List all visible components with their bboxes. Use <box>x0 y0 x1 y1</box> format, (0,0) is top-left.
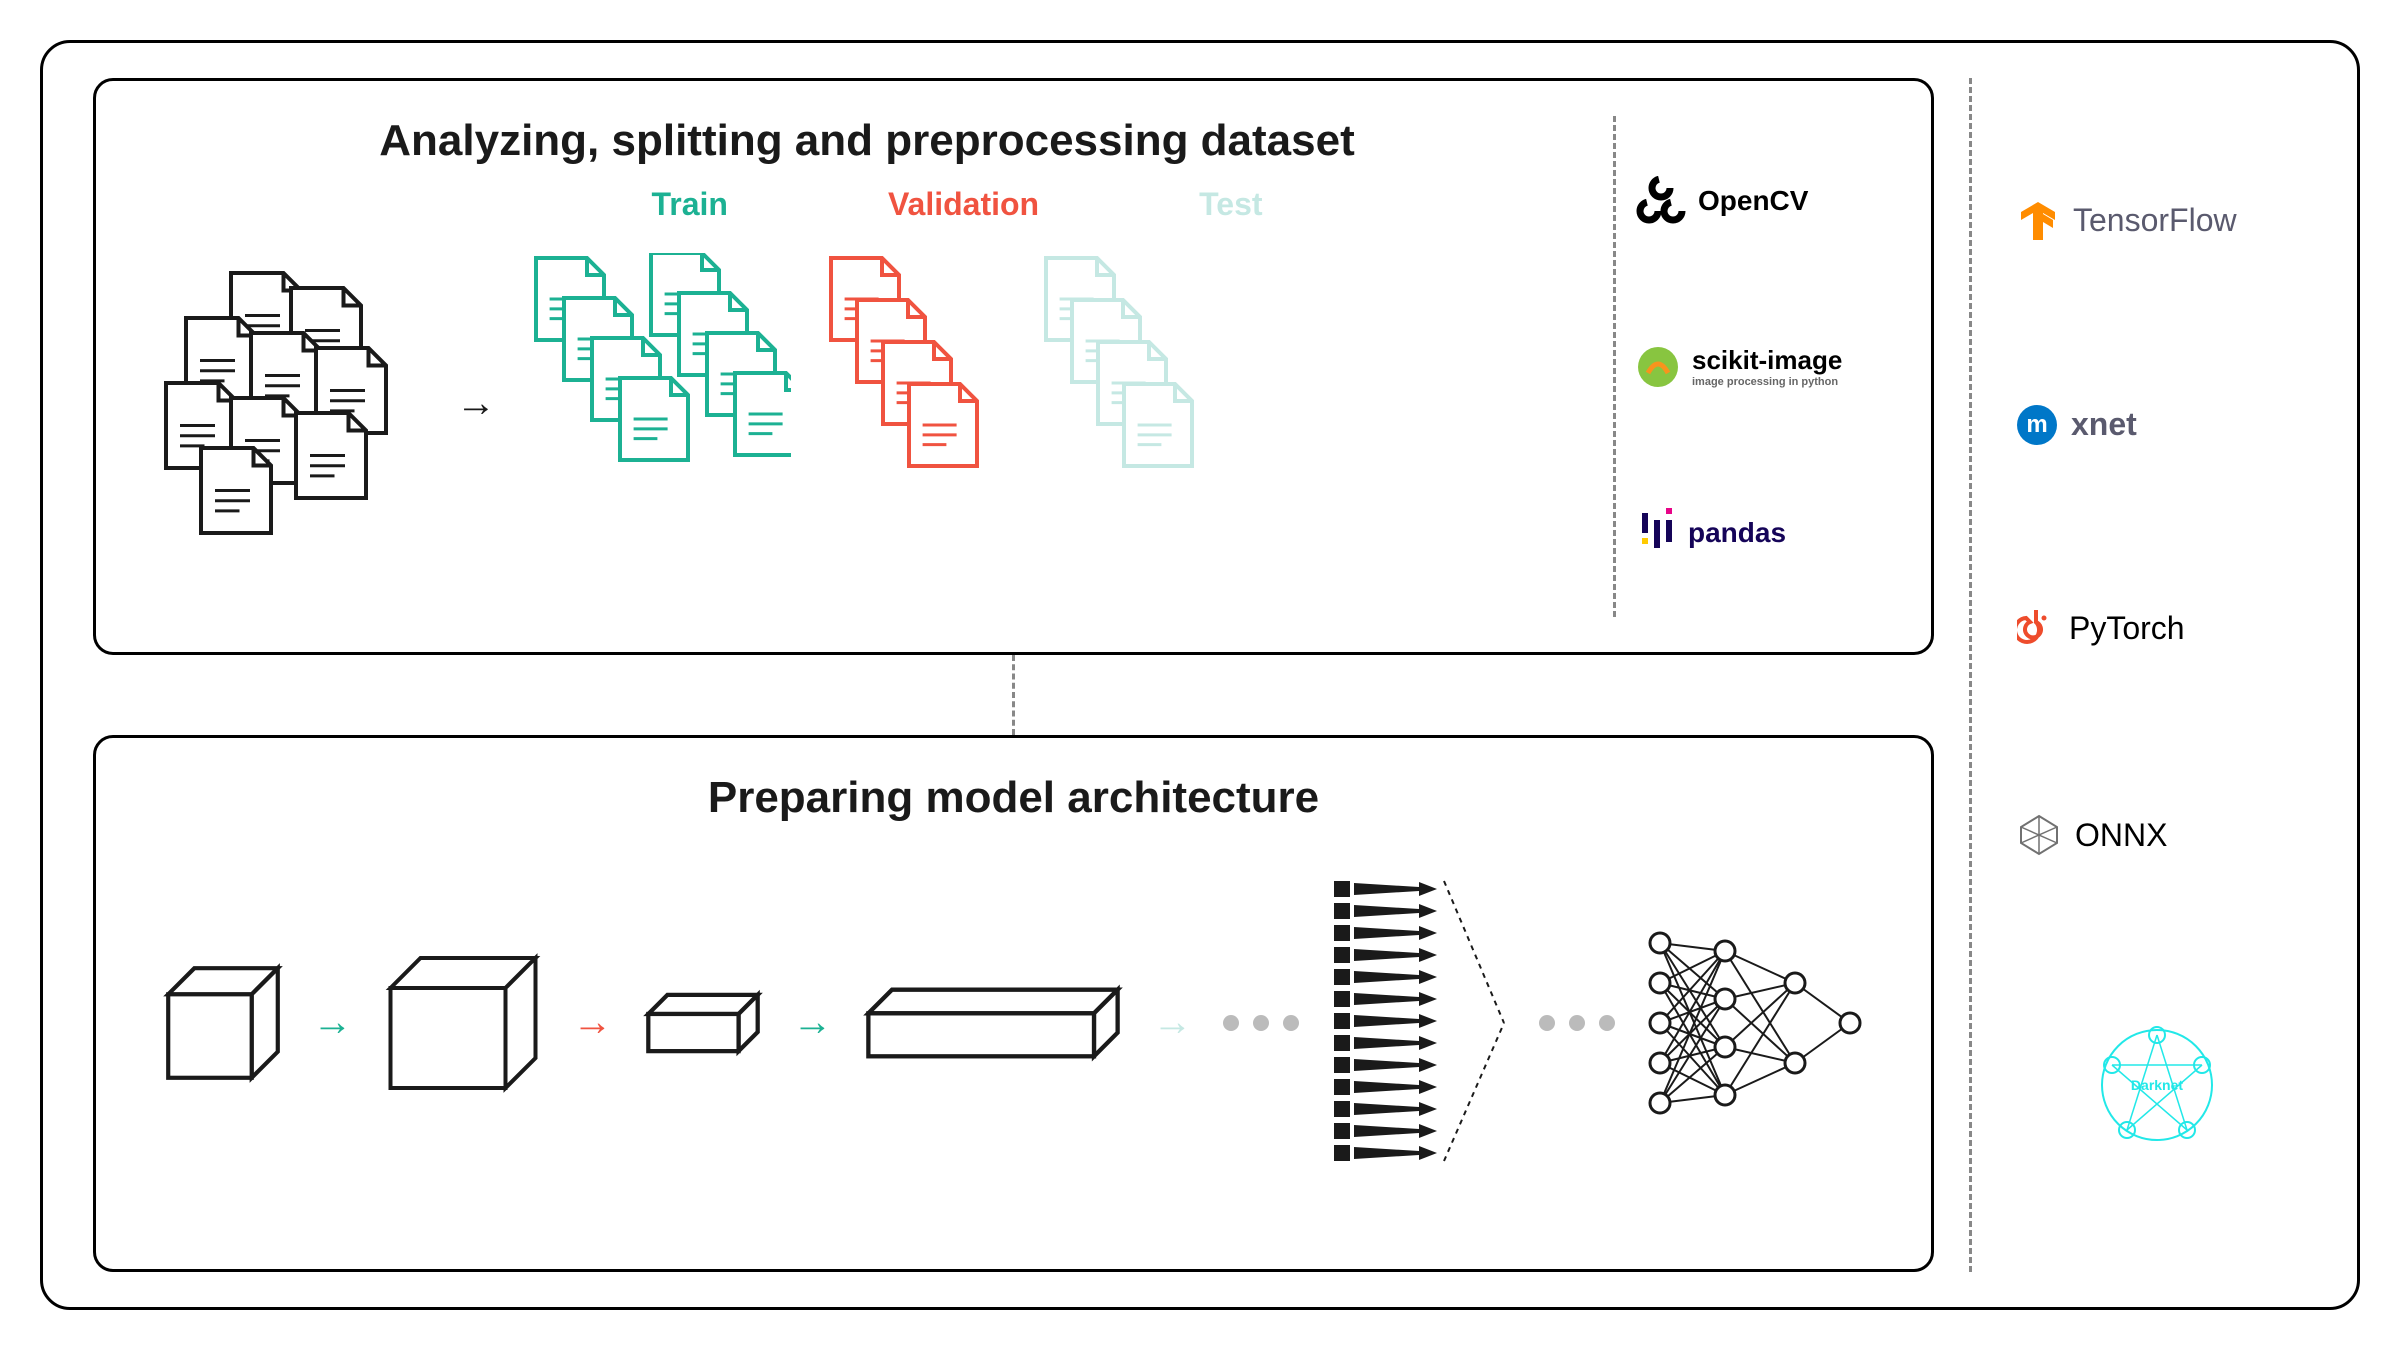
tensorflow-icon <box>2017 200 2059 242</box>
framework-onnx: ONNX <box>2017 813 2297 857</box>
tool-opencv-label: OpenCV <box>1698 185 1808 217</box>
framework-tensorflow: TensorFlow <box>2017 200 2297 242</box>
connector-dashed <box>1012 655 1015 735</box>
arrow-arch-2: → <box>573 1000 613 1045</box>
frameworks-list: TensorFlow m xnet PyTorch ONNX <box>2007 78 2307 1272</box>
tensor-cube-1-icon <box>163 963 283 1083</box>
framework-darknet: Darknet <box>2017 1020 2297 1150</box>
pandas-icon <box>1636 508 1676 558</box>
diagram-container: Analyzing, splitting and preprocessing d… <box>0 0 2400 1350</box>
arrow-arch-1: → <box>313 1000 353 1045</box>
label-validation: Validation <box>888 186 1039 223</box>
svg-text:Darknet: Darknet <box>2131 1077 2183 1093</box>
vertical-divider-frameworks <box>1969 78 1972 1272</box>
mxnet-badge-icon: m <box>2017 405 2057 445</box>
framework-pytorch: PyTorch <box>2017 608 2297 650</box>
framework-mxnet-label: xnet <box>2071 406 2137 443</box>
label-train: Train <box>651 186 727 223</box>
panel-preprocessing-content: Analyzing, splitting and preprocessing d… <box>141 116 1593 617</box>
pytorch-icon <box>2017 608 2055 650</box>
ellipsis-1 <box>1223 1015 1299 1031</box>
tool-skimage-subtitle: image processing in python <box>1692 376 1842 388</box>
dataset-flow-row: → <box>141 253 1593 553</box>
opencv-icon <box>1636 176 1686 226</box>
dense-layer-icon <box>1329 873 1509 1173</box>
darknet-icon: Darknet <box>2092 1020 2222 1150</box>
panel-architecture-title: Preparing model architecture <box>141 773 1886 823</box>
train-files-icon <box>531 253 791 553</box>
preprocessing-tools-list: OpenCV scikit-image image processing in … <box>1636 116 1886 617</box>
skimage-icon <box>1636 345 1680 389</box>
tool-pandas: pandas <box>1636 508 1886 558</box>
tool-skimage: scikit-image image processing in python <box>1636 345 1886 389</box>
architecture-flow-row: → → → → <box>141 873 1886 1173</box>
split-labels-row: Train Validation Test <box>321 186 1593 223</box>
arrow-arch-4: → <box>1153 1000 1193 1045</box>
framework-pytorch-label: PyTorch <box>2069 610 2185 647</box>
label-test: Test <box>1199 186 1262 223</box>
tensor-cube-2-icon <box>383 953 543 1093</box>
tool-opencv: OpenCV <box>1636 176 1886 226</box>
arrow-split: → <box>456 381 496 426</box>
onnx-icon <box>2017 813 2061 857</box>
vertical-divider-tools <box>1613 116 1616 617</box>
panel-architecture: Preparing model architecture → → → <box>93 735 1934 1272</box>
arrow-arch-3: → <box>793 1000 833 1045</box>
neural-net-icon <box>1645 893 1865 1153</box>
framework-tensorflow-label: TensorFlow <box>2073 202 2237 239</box>
tensor-cube-3-icon <box>643 983 763 1063</box>
tool-pandas-label: pandas <box>1688 517 1786 549</box>
validation-files-icon <box>826 253 1006 553</box>
test-files-icon <box>1041 253 1221 553</box>
tensor-cube-4-icon <box>863 963 1123 1083</box>
panel-preprocessing-title: Analyzing, splitting and preprocessing d… <box>141 116 1593 166</box>
framework-onnx-label: ONNX <box>2075 817 2167 854</box>
tool-skimage-label: scikit-image <box>1692 345 1842 376</box>
panel-preprocessing: Analyzing, splitting and preprocessing d… <box>93 78 1934 655</box>
source-files-icon <box>141 263 421 543</box>
content-area: Analyzing, splitting and preprocessing d… <box>93 78 1934 1272</box>
ellipsis-2 <box>1539 1015 1615 1031</box>
main-frame: Analyzing, splitting and preprocessing d… <box>40 40 2360 1310</box>
framework-mxnet: m xnet <box>2017 405 2297 445</box>
